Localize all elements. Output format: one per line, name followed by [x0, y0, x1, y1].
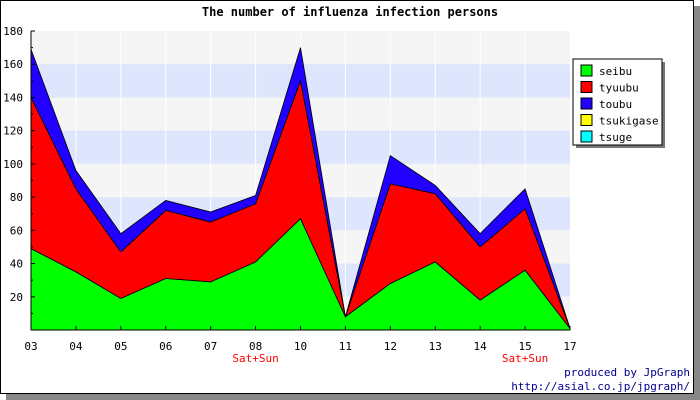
legend-label-tsuge: tsuge [599, 131, 632, 144]
y-tick-label: 140 [3, 91, 23, 104]
y-tick-label: 180 [3, 25, 23, 38]
x-tick-label: 03 [24, 340, 37, 353]
legend-label-toubu: toubu [599, 98, 632, 111]
x-tick-label: 04 [69, 340, 83, 353]
y-tick-label: 80 [10, 191, 23, 204]
x-tick-label: 15 [518, 340, 531, 353]
x-tick-label: 07 [204, 340, 217, 353]
tick-labels: 20 40 60 80 100 120 140 160 180 03 04 05 06 07 08 10 11 1… [3, 25, 577, 365]
legend-swatch-seibu [580, 64, 593, 77]
x-category-note: Sat+Sun [502, 352, 548, 365]
legend: seibu tyuubu toubu tsukigase tsuge [572, 58, 665, 148]
x-tick-label: 11 [339, 340, 352, 353]
x-tick-label: 06 [159, 340, 172, 353]
legend-swatch-tyuubu [580, 81, 593, 93]
x-tick-label: 05 [114, 340, 127, 353]
y-tick-label: 160 [3, 58, 23, 71]
y-tick-label: 20 [10, 291, 23, 304]
area-toubu [30, 47, 571, 329]
credit-url[interactable]: http://asial.co.jp/jpgraph/ [511, 380, 690, 393]
x-category-note: Sat+Sun [232, 352, 278, 365]
legend-label-tsukigase: tsukigase [599, 115, 659, 128]
credit-line-1: produced by JpGraph [564, 366, 690, 379]
y-tick-label: 40 [10, 258, 23, 271]
legend-label-tyuubu: tyuubu [599, 82, 639, 95]
y-tick-label: 60 [10, 224, 23, 237]
chart-title: The number of influenza infection person… [202, 5, 498, 19]
x-tick-label: 17 [563, 340, 576, 353]
y-tick-label: 120 [3, 125, 23, 138]
x-tick-label: 10 [294, 340, 307, 353]
legend-swatch-toubu [580, 97, 593, 110]
x-tick-label: 13 [429, 340, 442, 353]
legend-swatch-tsukigase [580, 114, 593, 126]
x-tick-label: 08 [249, 340, 262, 353]
y-tick-label: 100 [3, 158, 23, 171]
x-tick-label: 12 [384, 340, 397, 353]
legend-swatch-tsuge [580, 130, 593, 143]
x-tick-label: 14 [474, 340, 488, 353]
legend-label-seibu: seibu [599, 65, 632, 78]
